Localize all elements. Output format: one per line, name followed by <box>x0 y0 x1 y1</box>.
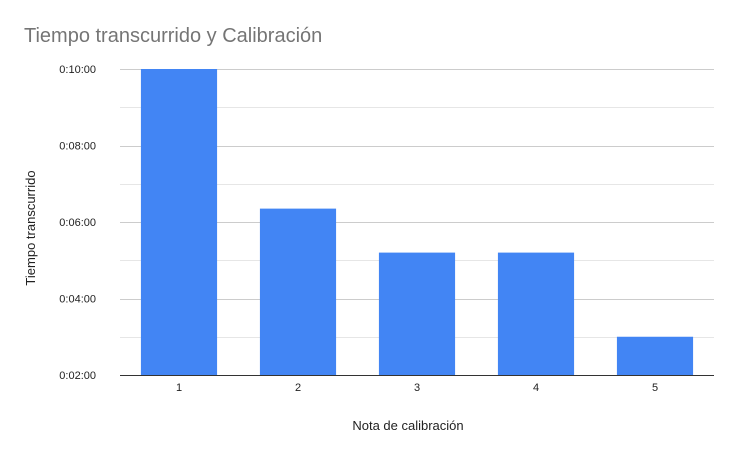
x-tick-label: 5 <box>652 382 658 394</box>
bar-4 <box>497 252 575 375</box>
x-axis-ticks: 1 2 3 4 5 <box>176 382 658 394</box>
x-axis-label: Nota de calibración <box>352 418 463 433</box>
y-axis-label: Tiempo transcurrido <box>23 170 38 285</box>
bar-2 <box>259 208 337 375</box>
y-tick-label: 0:04:00 <box>59 294 96 306</box>
y-tick-label: 0:08:00 <box>59 141 96 153</box>
x-tick-label: 3 <box>414 382 420 394</box>
y-tick-label: 0:06:00 <box>59 217 96 229</box>
chart-title: Tiempo transcurrido y Calibración <box>24 25 322 47</box>
bars <box>140 69 694 375</box>
bar-1 <box>140 69 218 375</box>
bar-5 <box>616 336 694 375</box>
x-tick-label: 2 <box>295 382 301 394</box>
bar-3 <box>378 252 456 375</box>
y-tick-label: 0:10:00 <box>59 64 96 76</box>
y-tick-label: 0:02:00 <box>59 370 96 382</box>
x-tick-label: 1 <box>176 382 182 394</box>
x-tick-label: 4 <box>533 382 539 394</box>
y-axis-ticks: 0:02:00 0:04:00 0:06:00 0:08:00 0:10:00 <box>59 64 96 382</box>
